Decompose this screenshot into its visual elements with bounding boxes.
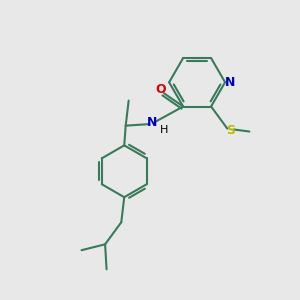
Text: N: N xyxy=(147,116,158,129)
Text: S: S xyxy=(226,124,235,136)
Text: H: H xyxy=(160,125,168,135)
Text: O: O xyxy=(156,83,167,96)
Text: N: N xyxy=(225,76,236,89)
